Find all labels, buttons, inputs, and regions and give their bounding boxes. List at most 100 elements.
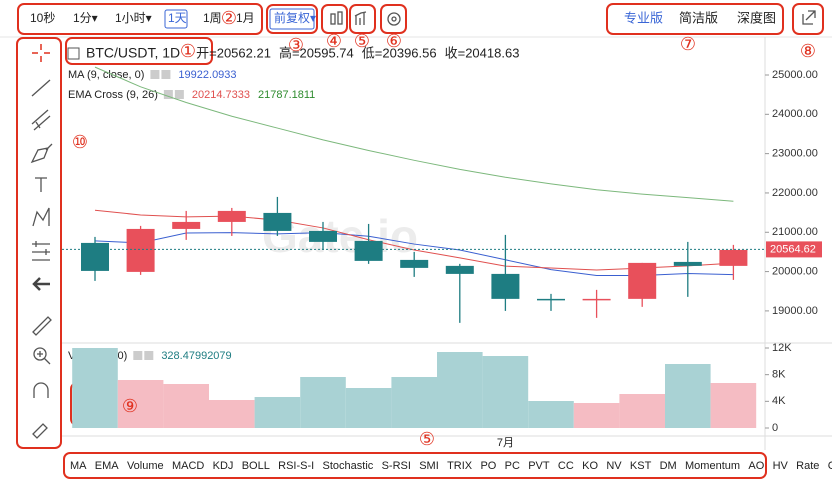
indicator-option[interactable]: EMA [95, 460, 120, 472]
volume-bar [209, 400, 255, 428]
candle-body [491, 273, 520, 299]
candle-body [582, 298, 611, 301]
indicator-option[interactable]: CCI [828, 460, 832, 472]
indicator-option[interactable]: KO [582, 460, 598, 472]
view-button[interactable]: 简洁版 [679, 10, 718, 25]
indicator-option[interactable]: S-RSI [382, 460, 411, 472]
indicator-setting-icon[interactable] [174, 90, 184, 99]
lock-tool[interactable] [32, 423, 48, 439]
fib-tool[interactable] [32, 241, 50, 261]
magnet-tool[interactable] [33, 382, 49, 398]
indicator-option[interactable]: Stochastic [323, 460, 374, 472]
last-price-label: 20564.62 [770, 243, 816, 255]
selected-interval-frame [164, 9, 188, 29]
ruler-tool[interactable] [32, 316, 52, 336]
y-tick-label: 24000.00 [772, 108, 818, 120]
indicator-line [94, 232, 734, 277]
volume-bar [573, 403, 620, 428]
interval-button[interactable]: 1天 [168, 11, 187, 25]
indicator-option[interactable]: Volume [127, 460, 164, 472]
interval-button[interactable]: 1周 [203, 11, 222, 25]
indicator-setting-icon[interactable] [161, 70, 171, 79]
back-tool[interactable] [32, 277, 50, 291]
candle-body [537, 298, 565, 301]
channel-tool[interactable] [31, 109, 51, 131]
candle-body [309, 230, 337, 242]
indicator-option[interactable]: DM [660, 460, 677, 472]
view-button[interactable]: 专业版 [624, 10, 663, 25]
price-pane [81, 66, 748, 323]
adjust-button[interactable]: 前复权▾ [274, 10, 316, 25]
annotation-number: ⑤ [354, 31, 370, 51]
volume-bar [300, 377, 346, 428]
indicator-option[interactable]: SMI [419, 460, 439, 472]
line-tool[interactable] [31, 79, 51, 97]
view-button[interactable]: 深度图 [737, 10, 776, 25]
annotation-number: ⑧ [800, 41, 816, 61]
interval-button[interactable]: 10秒 [30, 11, 55, 25]
volume-bar [710, 383, 757, 428]
candle-body [400, 259, 429, 268]
indicator-setting-icon[interactable] [150, 70, 160, 79]
annotation-number: ② [221, 8, 237, 28]
zoom-tool[interactable] [33, 347, 51, 365]
indicator-option[interactable]: Momentum [685, 460, 740, 472]
indicator-option[interactable]: TRIX [447, 460, 473, 472]
annotation-number: ⑨ [122, 396, 138, 416]
indicator-option[interactable]: CC [558, 460, 574, 472]
indicator-option[interactable]: MA [70, 460, 87, 472]
text-tool[interactable] [35, 177, 47, 192]
y-tick-label: 19000.00 [772, 305, 818, 317]
interval-button[interactable]: 1小时▾ [115, 11, 152, 25]
brush-tool[interactable] [30, 143, 53, 164]
y-tick-label: 23000.00 [772, 148, 818, 160]
indicator-icon[interactable] [354, 11, 367, 25]
indicator-option[interactable]: BOLL [242, 460, 270, 472]
pattern-tool[interactable] [32, 207, 50, 227]
indicator-option[interactable]: Rate [796, 460, 819, 472]
volume-bar [254, 397, 301, 428]
indicator-option[interactable]: AO [748, 460, 764, 472]
volume-bar [437, 352, 483, 428]
indicator-option[interactable]: PO [480, 460, 496, 472]
y2-tick-label: 8K [772, 369, 786, 381]
indicator-name: MA (9, close, 0) [68, 69, 144, 81]
indicator-option[interactable]: KDJ [213, 460, 234, 472]
indicator-option[interactable]: PC [505, 460, 520, 472]
symbol-icon [67, 47, 80, 60]
ohlc-value: 开=20562.21 [196, 45, 271, 60]
annotation-number: ④ [326, 31, 342, 51]
indicator-option[interactable]: KST [630, 460, 652, 472]
indicator-option[interactable]: HV [773, 460, 789, 472]
interval-button[interactable]: 1月 [236, 11, 255, 25]
indicator-option[interactable]: PVT [528, 460, 550, 472]
indicator-value: 19922.0933 [178, 69, 236, 81]
y-tick-label: 25000.00 [772, 69, 818, 81]
annotation-number: ⑩ [72, 132, 88, 152]
candle-type-icon[interactable] [330, 11, 343, 25]
candle-body [445, 265, 474, 274]
volume-bar [391, 377, 437, 428]
indicator-option[interactable]: RSI-S-I [278, 460, 314, 472]
volume-bar [665, 364, 711, 428]
indicator-option[interactable]: MACD [172, 460, 204, 472]
interval-button[interactable]: 1分▾ [73, 11, 98, 25]
fullscreen-icon[interactable] [802, 10, 816, 25]
indicator-setting-icon[interactable] [163, 90, 173, 99]
settings-icon[interactable] [387, 12, 401, 26]
ohlc-value: 低=20396.56 [362, 45, 437, 60]
indicator-setting-icon[interactable] [144, 351, 154, 360]
indicator-setting-icon[interactable] [133, 351, 143, 360]
crosshair-tool[interactable] [32, 44, 50, 62]
candle-body [354, 240, 383, 261]
symbol-label: BTC/USDT, 1D [86, 45, 180, 61]
x-tick-label: 7月 [497, 437, 514, 449]
indicator-line [94, 66, 734, 202]
annotation-number: ⑦ [680, 34, 696, 54]
volume-bar [528, 401, 574, 428]
indicator-option[interactable]: NV [606, 460, 622, 472]
candle-body [719, 249, 748, 266]
annotation-number: ⑤ [419, 429, 435, 449]
adjust-frame [269, 8, 315, 30]
